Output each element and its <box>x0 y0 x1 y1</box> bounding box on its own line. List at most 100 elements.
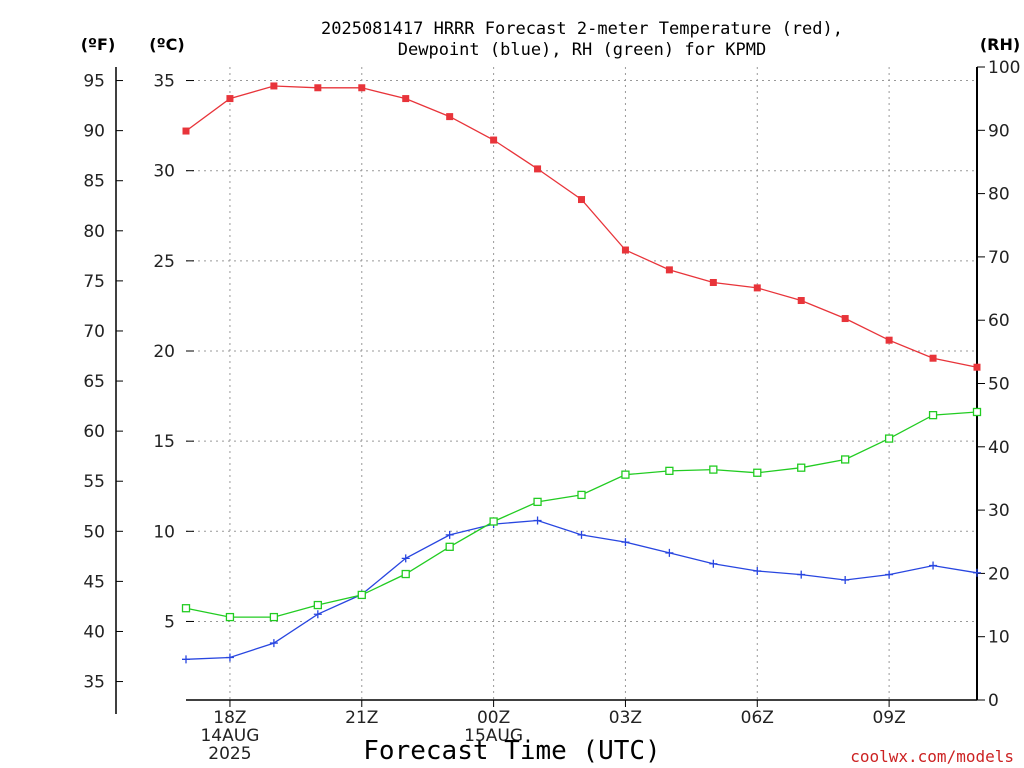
fahrenheit-tick-label: 55 <box>83 472 105 492</box>
rh-tick-label: 90 <box>988 121 1010 141</box>
rh-unit-label: (RH) <box>980 35 1020 54</box>
rh-point <box>841 455 850 464</box>
dewpoint-point <box>621 538 630 547</box>
chart-title-line2: Dewpoint (blue), RH (green) for KPMD <box>398 40 766 60</box>
rh-point <box>489 517 498 526</box>
celsius-tick-label: 30 <box>153 162 175 182</box>
fahrenheit-tick-label: 40 <box>83 622 105 642</box>
rh-point <box>753 468 762 477</box>
fahrenheit-tick-label: 65 <box>83 372 105 392</box>
rh-point <box>445 542 454 551</box>
celsius-tick-label: 5 <box>164 612 175 632</box>
rh-line <box>185 411 978 618</box>
temperature-point <box>665 266 673 274</box>
dewpoint-point <box>709 559 718 568</box>
credit-text: coolwx.com/models <box>850 747 1014 766</box>
temperature-point <box>402 95 410 103</box>
rh-point <box>665 466 674 476</box>
dewpoint-point <box>665 548 674 557</box>
x-tick-label: 06Z <box>741 708 774 728</box>
axes-layer <box>115 66 985 714</box>
fahrenheit-unit-label: (ºF) <box>81 35 116 54</box>
rh-point <box>972 407 982 417</box>
rh-tick-label: 60 <box>988 311 1010 331</box>
labels-layer: 3540455055606570758085909551015202530350… <box>83 58 1020 764</box>
dewpoint-point <box>753 566 762 575</box>
fahrenheit-tick-label: 80 <box>83 222 105 242</box>
x-tick-date-label: 14AUG <box>200 726 259 746</box>
celsius-tick-label: 20 <box>153 342 175 362</box>
rh-point <box>709 465 718 474</box>
dewpoint-point <box>225 653 234 662</box>
rh-point <box>928 410 938 420</box>
rh-tick-label: 20 <box>988 564 1010 584</box>
fahrenheit-tick-label: 45 <box>83 572 105 592</box>
temperature-point <box>709 278 717 286</box>
rh-point <box>621 470 630 479</box>
fahrenheit-tick-label: 75 <box>83 272 105 292</box>
temperature-point <box>621 246 629 254</box>
fahrenheit-tick-label: 90 <box>83 122 105 142</box>
celsius-tick-label: 25 <box>153 252 175 272</box>
dewpoint-line <box>185 519 978 660</box>
temperature-point <box>358 84 366 92</box>
temperature-point <box>797 297 805 305</box>
rh-tick-label: 70 <box>988 248 1010 268</box>
rh-point <box>884 434 894 443</box>
rh-tick-label: 30 <box>988 501 1010 521</box>
dewpoint-point <box>445 530 454 539</box>
temperature-point <box>270 82 278 90</box>
temperature-point <box>490 136 498 144</box>
temperature-point <box>578 196 585 204</box>
rh-point <box>533 497 542 507</box>
rh-point <box>797 463 806 472</box>
rh-tick-label: 10 <box>988 628 1010 648</box>
fahrenheit-tick-label: 70 <box>83 322 105 342</box>
celsius-unit-label: (ºC) <box>149 35 184 54</box>
temperature-point <box>226 95 234 103</box>
fahrenheit-tick-label: 85 <box>83 172 105 192</box>
fahrenheit-tick-label: 50 <box>83 522 105 542</box>
dewpoint-point <box>797 570 806 579</box>
fahrenheit-tick-label: 35 <box>83 673 105 693</box>
rh-point <box>401 569 410 579</box>
dewpoint-point <box>929 561 938 570</box>
temperature-point <box>841 315 849 323</box>
dewpoint-point <box>885 570 894 579</box>
temperature-point <box>753 284 761 292</box>
celsius-tick-label: 15 <box>153 432 175 452</box>
dewpoint-point <box>533 516 542 525</box>
rh-tick-label: 40 <box>988 438 1010 458</box>
x-tick-label: 09Z <box>872 708 905 728</box>
celsius-tick-label: 10 <box>153 522 175 542</box>
rh-tick-label: 0 <box>988 691 999 711</box>
dewpoint-point <box>313 610 322 619</box>
dewpoint-point <box>182 655 190 664</box>
x-tick-year-label: 2025 <box>208 744 251 764</box>
series-layer <box>181 82 982 664</box>
x-tick-date-label: 15AUG <box>464 726 523 746</box>
dewpoint-point <box>401 554 410 563</box>
x-tick-label: 18Z <box>213 708 246 728</box>
temperature-point <box>534 165 542 173</box>
dewpoint-point <box>973 568 981 577</box>
temperature-line <box>185 85 978 368</box>
x-axis-label: Forecast Time (UTC) <box>363 736 660 766</box>
temperature-point <box>973 363 981 371</box>
temperature-point <box>314 84 322 92</box>
rh-point <box>225 612 235 622</box>
dewpoint-point <box>269 639 278 648</box>
rh-tick-label: 80 <box>988 185 1010 205</box>
x-tick-label: 00Z <box>477 708 510 728</box>
rh-point <box>269 612 279 622</box>
celsius-tick-label: 35 <box>153 72 175 92</box>
grid-layer <box>186 67 977 700</box>
rh-tick-label: 50 <box>988 375 1010 395</box>
dewpoint-point <box>577 530 586 539</box>
fahrenheit-tick-label: 60 <box>83 422 105 442</box>
rh-point <box>577 490 586 500</box>
rh-point <box>181 604 191 613</box>
temperature-point <box>446 113 454 121</box>
x-tick-label: 21Z <box>345 708 378 728</box>
